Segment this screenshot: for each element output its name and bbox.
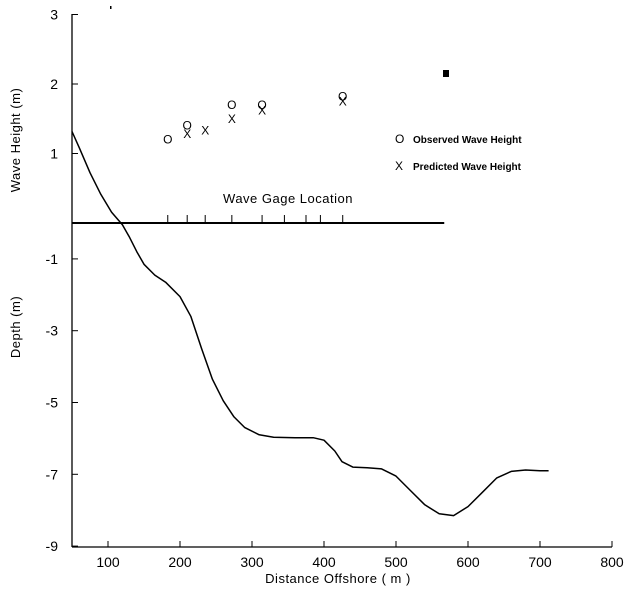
- x-tick-label: 600: [456, 554, 480, 570]
- predicted-wave-point: X: [183, 127, 191, 141]
- observed-wave-point: O: [163, 133, 172, 147]
- predicted-wave-point: X: [339, 94, 347, 108]
- observed-wave-point: O: [227, 98, 236, 112]
- wave-height-axis-title: Wave Height (m): [8, 88, 23, 193]
- legend-predicted-label: Predicted Wave Height: [413, 162, 522, 173]
- observed-wave-point: O: [183, 119, 192, 133]
- legend-observed-symbol: O: [395, 132, 404, 146]
- x-tick-label: 800: [600, 554, 624, 570]
- depth-y-tick-label: -5: [46, 395, 59, 411]
- depth-y-tick-label: -9: [46, 538, 59, 554]
- axes: 100 200 300 400 500 600 700 800 1 2 3 -1 -3 -5 -7 -9: [46, 7, 624, 571]
- stray-tick-mark: [110, 6, 112, 9]
- legend-predicted-symbol: X: [395, 159, 403, 173]
- x-tick-label: 300: [240, 554, 264, 570]
- wave-y-tick-label: 1: [50, 146, 58, 162]
- stray-mark: [443, 70, 449, 77]
- x-tick-label: 700: [528, 554, 552, 570]
- wave-y-tick-label: 3: [50, 7, 58, 23]
- legend: O Observed Wave Height X Predicted Wave …: [395, 132, 522, 173]
- depth-y-tick-label: -3: [46, 323, 59, 339]
- wave-y-tick-label: 2: [50, 76, 58, 92]
- depth-y-tick-label: -7: [46, 466, 59, 482]
- predicted-wave-point: X: [258, 103, 266, 117]
- observed-wave-point: O: [257, 98, 266, 112]
- legend-observed-label: Observed Wave Height: [413, 135, 522, 146]
- x-tick-label: 500: [384, 554, 408, 570]
- x-tick-label: 100: [96, 554, 120, 570]
- depth-panel: [71, 131, 549, 517]
- x-tick-label: 200: [168, 554, 192, 570]
- wave-gage-location-label: Wave Gage Location: [223, 191, 353, 206]
- depth-y-tick-label: -1: [46, 251, 59, 267]
- predicted-wave-point: X: [201, 124, 209, 138]
- x-axis-title: Distance Offshore ( m ): [265, 571, 411, 586]
- observed-wave-point: O: [338, 90, 347, 104]
- x-tick-label: 400: [312, 554, 336, 570]
- bathymetry-profile-line: [71, 131, 549, 517]
- depth-axis-title: Depth (m): [8, 296, 23, 358]
- predicted-wave-point: X: [228, 112, 236, 126]
